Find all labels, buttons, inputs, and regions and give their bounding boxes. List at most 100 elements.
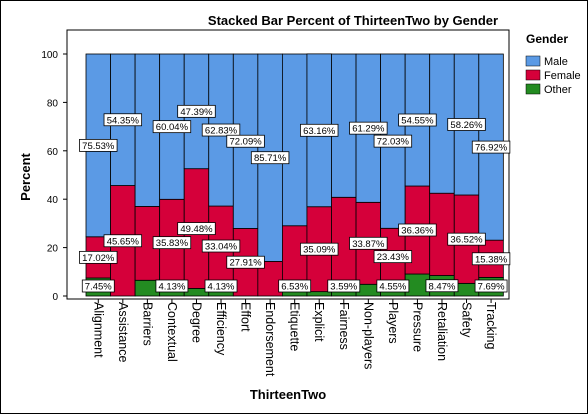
x-axis-title: ThirteenTwo	[250, 387, 326, 402]
data-label: 54.55%	[401, 116, 434, 127]
data-label: 4.13%	[158, 282, 185, 293]
data-label-box	[177, 222, 216, 235]
y-axis: 0 20 40 60 80 100	[41, 50, 67, 303]
data-label: 49.48%	[180, 224, 213, 235]
data-label-box	[226, 134, 265, 148]
x-tick-label: Players	[386, 302, 400, 344]
data-label-box	[201, 123, 241, 137]
x-tick-label: Tracking	[484, 302, 498, 350]
data-label: 61.29%	[352, 124, 385, 135]
data-label-box	[425, 279, 459, 293]
data-label: 27.91%	[229, 258, 262, 269]
data-label: 7.45%	[85, 282, 112, 293]
data-label: 76.92%	[475, 143, 508, 154]
data-labels-group: 7.45% 17.02% 75.53% 45.65% 54.35% 4.13% 35.83%…	[79, 104, 511, 293]
legend-swatch-male	[525, 55, 541, 67]
data-label: 47.39%	[180, 107, 213, 118]
data-label: 7.69%	[478, 282, 505, 293]
y-tick-label: 80	[47, 98, 59, 109]
x-tick-label: Explicit	[312, 302, 326, 342]
data-label: 54.35%	[107, 115, 140, 126]
y-tick-label: 40	[47, 195, 59, 206]
data-label: 58.26%	[450, 120, 483, 131]
legend-label-female: Female	[544, 70, 581, 82]
legend-swatch-other	[525, 83, 541, 95]
data-label-box	[373, 250, 413, 264]
data-label-box	[300, 242, 339, 256]
chart-title: Stacked Bar Percent of ThirteenTwo by Ge…	[208, 13, 498, 28]
data-label-box	[79, 138, 118, 152]
legend-swatch-female	[525, 69, 541, 81]
x-axis: Alignment Assistance Barriers Contextual Deg…	[91, 299, 498, 377]
y-tick-label: 100	[41, 50, 58, 61]
data-label-box	[474, 279, 508, 293]
data-label-box	[327, 279, 361, 293]
data-label-box	[204, 279, 238, 293]
x-tick-label: Effort	[239, 302, 253, 332]
data-label-box	[177, 104, 216, 118]
data-label-box	[226, 255, 265, 269]
data-label-box	[201, 239, 241, 253]
x-tick-label: Barriers	[140, 302, 154, 346]
data-label: 75.53%	[82, 141, 115, 152]
data-label-box	[376, 279, 410, 293]
data-label-box	[349, 121, 388, 135]
data-label: 62.83%	[205, 126, 238, 137]
x-tick-label: Degree	[189, 302, 203, 343]
data-label-box	[152, 236, 192, 250]
data-label: 4.55%	[379, 282, 406, 293]
data-label-box	[447, 232, 486, 246]
data-label: 60.04%	[156, 122, 189, 133]
data-label-box	[81, 279, 115, 293]
data-label: 4.13%	[208, 282, 235, 293]
data-label: 63.16%	[303, 126, 336, 137]
y-axis-title: Percent	[18, 152, 33, 200]
data-label: 17.02%	[82, 253, 115, 264]
y-tick-label: 60	[47, 147, 59, 158]
legend: Gender Male Female Other	[525, 32, 581, 96]
data-label-box	[373, 134, 413, 148]
x-tick-label: Non-players	[361, 302, 375, 369]
x-tick-label: Etiquette	[288, 302, 302, 351]
data-label: 6.53%	[281, 282, 308, 293]
x-tick-label: Retaliation	[435, 302, 449, 361]
bar-segment-male	[281, 53, 308, 227]
x-tick-label: Fairness	[337, 302, 351, 350]
data-label-box	[471, 140, 511, 154]
data-label-box	[103, 234, 143, 248]
bars-group	[85, 53, 504, 297]
y-tick-label: 20	[47, 244, 59, 255]
data-label-box	[103, 113, 143, 127]
x-tick-label: Assistance	[116, 302, 130, 362]
data-label: 35.09%	[303, 245, 336, 256]
x-tick-label: Contextual	[165, 302, 179, 362]
data-label: 72.09%	[229, 137, 262, 148]
data-label-box	[398, 223, 437, 237]
data-label: 33.87%	[352, 239, 385, 250]
data-label-box	[300, 123, 339, 137]
data-label: 23.43%	[377, 252, 410, 263]
x-tick-label: Endorsement	[263, 302, 277, 377]
data-label: 8.47%	[429, 281, 456, 292]
data-label: 85.71%	[254, 153, 287, 164]
legend-title: Gender	[526, 32, 568, 46]
data-label: 36.36%	[401, 226, 434, 237]
x-tick-label: Pressure	[410, 302, 424, 352]
legend-label-other: Other	[544, 84, 572, 96]
y-tick-label: 0	[52, 292, 58, 303]
data-label: 36.52%	[450, 235, 483, 246]
data-label-box	[349, 236, 388, 250]
data-label-box	[471, 252, 511, 266]
legend-label-male: Male	[544, 56, 568, 68]
data-label-box	[250, 151, 290, 165]
data-label-box	[398, 113, 437, 127]
data-label: 15.38%	[475, 254, 508, 265]
data-label-box	[79, 250, 118, 264]
data-label: 33.04%	[205, 242, 238, 253]
data-label: 35.83%	[156, 238, 189, 249]
x-tick-label: Efficiency	[214, 302, 228, 356]
x-tick-label: Safety	[460, 302, 474, 338]
x-tick-label: Alignment	[91, 302, 105, 358]
data-label-box	[447, 118, 486, 131]
